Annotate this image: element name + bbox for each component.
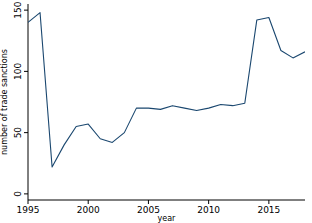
y-tick-label: 50 bbox=[13, 127, 23, 139]
y-axis-label: number of trade sanctions bbox=[0, 49, 9, 155]
y-tick bbox=[24, 132, 28, 133]
y-tick-label: 0 bbox=[13, 191, 23, 197]
chart: 0 50 100 150 1995 2000 2005 2010 2015 year number … bbox=[0, 0, 312, 223]
x-tick-label: 2005 bbox=[137, 205, 160, 215]
x-tick bbox=[88, 200, 89, 204]
x-tick bbox=[268, 200, 269, 204]
x-axis bbox=[28, 200, 305, 201]
x-tick-label: 2000 bbox=[77, 205, 100, 215]
x-tick-label: 2015 bbox=[257, 205, 280, 215]
y-tick bbox=[24, 71, 28, 72]
x-tick bbox=[28, 200, 29, 204]
y-tick-label: 100 bbox=[13, 63, 23, 80]
x-tick-label: 2010 bbox=[197, 205, 220, 215]
x-tick-label: 1995 bbox=[17, 205, 40, 215]
y-axis bbox=[28, 4, 29, 200]
line-series bbox=[28, 13, 305, 167]
x-axis-label: year bbox=[158, 214, 177, 223]
y-tick-label: 150 bbox=[13, 1, 23, 18]
plot-area bbox=[28, 13, 305, 167]
y-tick bbox=[24, 193, 28, 194]
y-tick bbox=[24, 10, 28, 11]
x-tick bbox=[208, 200, 209, 204]
x-tick bbox=[148, 200, 149, 204]
